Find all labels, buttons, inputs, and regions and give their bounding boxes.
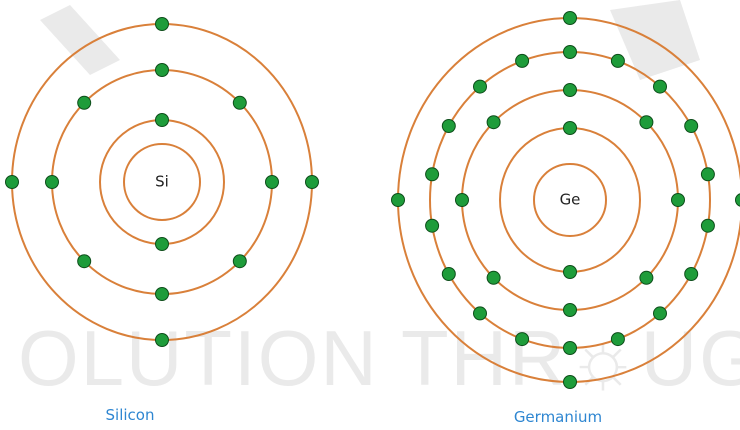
germanium-electron — [425, 218, 440, 233]
watermark: OLUTION THR☼UGH TECHNOL — [18, 0, 740, 402]
germanium-electron — [473, 79, 487, 94]
germanium-electron — [563, 303, 577, 317]
germanium-electron — [455, 193, 469, 207]
germanium-electron — [610, 332, 625, 347]
germanium-electron — [563, 265, 577, 279]
germanium-electron — [671, 193, 685, 207]
germanium-electron — [563, 45, 577, 59]
germanium-electron — [425, 167, 440, 182]
silicon-nucleus — [123, 143, 201, 221]
silicon-electron — [265, 175, 279, 189]
silicon-atom: Si — [5, 17, 319, 347]
germanium-electron — [563, 341, 577, 355]
germanium-electron — [684, 119, 699, 133]
silicon-electron — [155, 17, 169, 31]
germanium-electron — [391, 193, 405, 207]
germanium-electron — [486, 115, 501, 130]
germanium-electron — [653, 79, 667, 94]
germanium-electron — [563, 83, 577, 97]
germanium-electron — [563, 121, 577, 135]
silicon-electron — [305, 175, 319, 189]
silicon-electron — [45, 175, 59, 189]
germanium-electron — [563, 375, 577, 389]
silicon-electron — [155, 63, 169, 77]
silicon-electron — [5, 175, 19, 189]
germanium-electron — [441, 267, 456, 281]
silicon-electron — [232, 254, 247, 269]
germanium-electron — [610, 53, 625, 68]
silicon-electron — [155, 113, 169, 127]
germanium-electron — [639, 270, 654, 285]
germanium-symbol: Ge — [560, 191, 581, 209]
silicon-electron — [155, 287, 169, 301]
germanium-electron — [700, 218, 715, 233]
silicon-electron — [155, 333, 169, 347]
silicon-symbol: Si — [155, 173, 169, 191]
silicon-caption: Silicon — [106, 406, 155, 424]
germanium-electron — [441, 119, 456, 133]
germanium-electron — [700, 167, 715, 182]
silicon-electron — [155, 237, 169, 251]
silicon-electron — [77, 254, 92, 269]
silicon-electron — [77, 95, 92, 110]
germanium-electron — [684, 267, 699, 281]
germanium-atom: Ge — [391, 11, 740, 389]
germanium-nucleus — [533, 163, 607, 237]
watermark-text: OLUTION THR☼UGH TECHNOL — [18, 314, 740, 402]
germanium-electron — [735, 193, 740, 207]
germanium-electron — [486, 270, 501, 285]
germanium-caption: Germanium — [514, 408, 602, 426]
germanium-electron — [639, 115, 654, 130]
germanium-electron — [473, 306, 487, 321]
germanium-electron — [515, 53, 530, 68]
germanium-electron — [653, 306, 667, 321]
germanium-electron — [515, 332, 530, 347]
germanium-electron — [563, 11, 577, 25]
silicon-electron — [232, 95, 247, 110]
